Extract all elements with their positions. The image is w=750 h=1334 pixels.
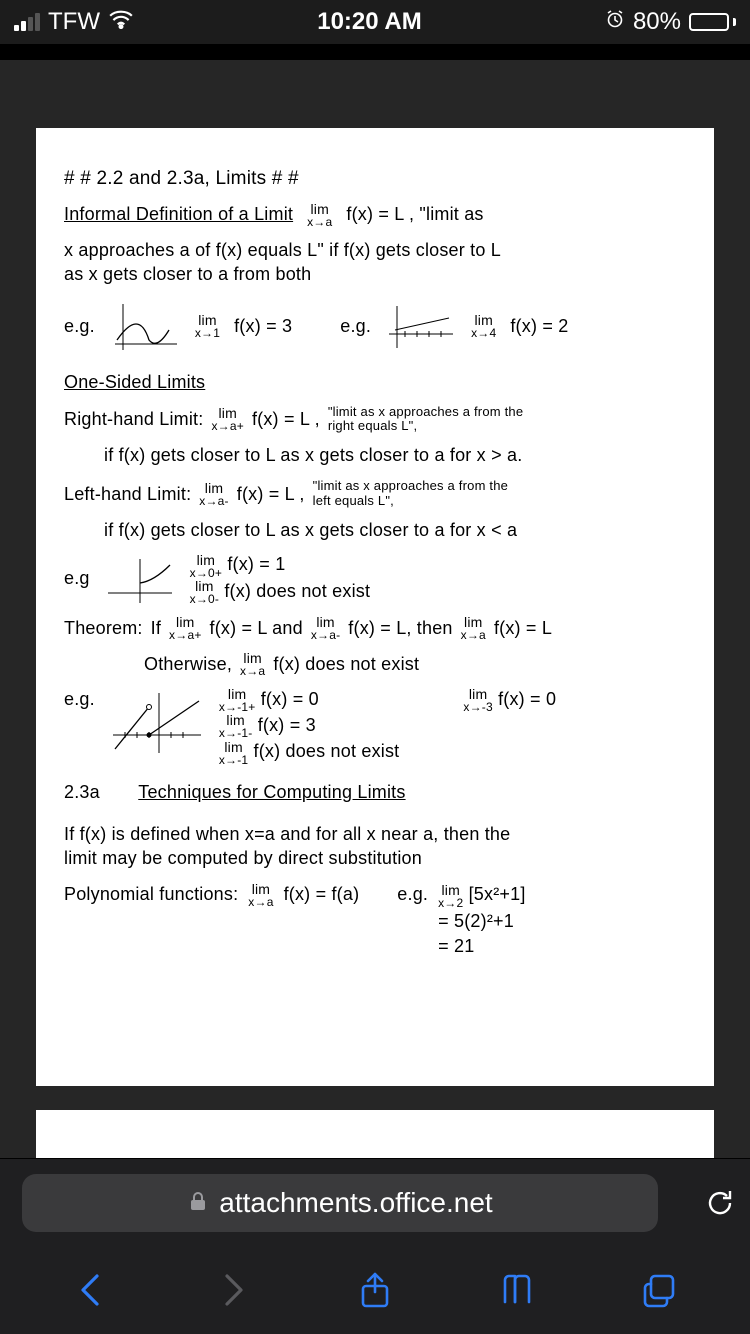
notes-chapter-title: # # 2.2 and 2.3a, Limits # # bbox=[64, 166, 686, 192]
wifi-icon bbox=[108, 8, 134, 36]
notes-page-2: lim p(x) limx→a P(x) bbox=[36, 1110, 714, 1158]
carrier-label: TFW bbox=[48, 8, 100, 36]
page-viewport[interactable]: # # 2.2 and 2.3a, Limits # # Informal De… bbox=[0, 60, 750, 1158]
sketch-graph-2 bbox=[385, 300, 457, 352]
status-right: 80% bbox=[605, 8, 736, 36]
url-bar: attachments.office.net bbox=[0, 1158, 750, 1246]
alarm-icon bbox=[605, 8, 625, 36]
techniques-heading: Techniques for Computing Limits bbox=[138, 780, 405, 804]
sketch-graph-1 bbox=[109, 300, 181, 352]
reload-button[interactable] bbox=[690, 1186, 750, 1220]
forward-button bbox=[203, 1260, 263, 1320]
sketch-graph-4 bbox=[109, 687, 205, 757]
notes-page-1: # # 2.2 and 2.3a, Limits # # Informal De… bbox=[36, 128, 714, 1086]
safari-toolbar bbox=[0, 1246, 750, 1334]
status-left: TFW bbox=[14, 8, 134, 36]
back-button[interactable] bbox=[61, 1260, 121, 1320]
share-button[interactable] bbox=[345, 1260, 405, 1320]
status-time: 10:20 AM bbox=[317, 8, 421, 36]
battery-percent: 80% bbox=[633, 8, 681, 36]
bookmarks-button[interactable] bbox=[487, 1260, 547, 1320]
informal-definition-heading: Informal Definition of a Limit bbox=[64, 202, 293, 226]
cell-signal-icon bbox=[14, 13, 40, 31]
one-sided-heading: One-Sided Limits bbox=[64, 372, 205, 392]
url-domain: attachments.office.net bbox=[219, 1187, 492, 1219]
lock-icon bbox=[187, 1187, 209, 1219]
battery-icon bbox=[689, 13, 736, 31]
address-field[interactable]: attachments.office.net bbox=[22, 1174, 658, 1232]
status-bar: TFW 10:20 AM 80% bbox=[0, 0, 750, 44]
sketch-graph-3 bbox=[104, 553, 176, 605]
tabs-button[interactable] bbox=[629, 1260, 689, 1320]
